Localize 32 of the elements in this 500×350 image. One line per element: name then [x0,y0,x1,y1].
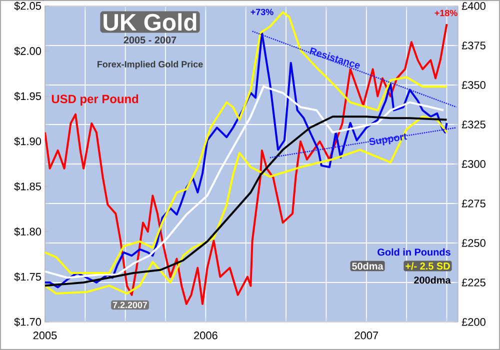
y-tick-label: $2.05 [14,2,42,10]
text: 2005 - 2007 [124,36,176,44]
text: +/- 2.5 SD [406,262,450,270]
y-tick-label: $2.00 [14,46,42,56]
y2-tick-label: £225 [462,278,486,286]
y-tick-label: $1.75 [14,272,42,282]
chart-title: UK Gold [104,13,196,31]
y2-tick-label: £375 [462,42,486,50]
text: Support [369,133,408,146]
y2-tick-label: £350 [462,81,486,89]
y-tick-label: $1.90 [14,136,42,146]
y2-tick-label: £400 [462,2,486,10]
y2-tick-label: £200 [462,318,486,326]
y2-tick-label: £275 [462,200,486,208]
y-tick-label: $1.85 [14,182,42,192]
annotation: +73% [250,8,274,16]
annotation: +18% [434,10,458,16]
annotation: Forex-Implied Gold Price [98,60,203,70]
y2-tick-label: £300 [462,160,486,168]
x-tick-label: 2006 [194,332,218,340]
y2-tick-label: £250 [462,239,486,247]
y-tick-label: $1.80 [14,227,42,236]
text: 200dma [414,276,451,284]
y-tick-label: $1.70 [14,318,42,326]
series-label: USD per Pound [52,94,138,106]
x-tick-label: 2005 [33,332,57,340]
x-tick-label: 2007 [354,332,378,340]
y-tick-label: $1.95 [14,92,42,101]
y2-tick-label: £325 [462,120,486,128]
annotation: 7.2.2007 [112,302,148,308]
text: 50dma [352,262,384,270]
text: Gold in Pounds [378,248,450,256]
